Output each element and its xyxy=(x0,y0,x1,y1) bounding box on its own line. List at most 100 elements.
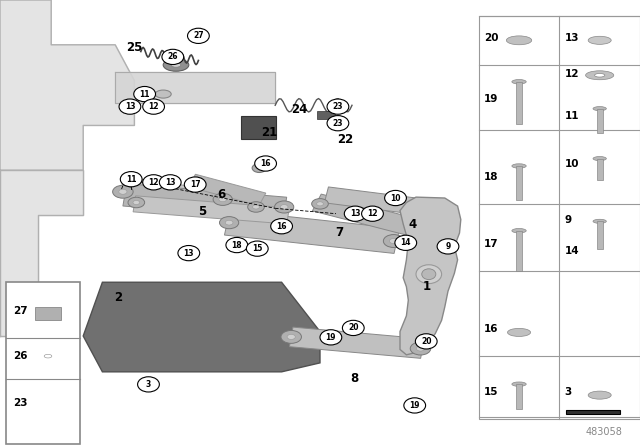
Circle shape xyxy=(226,237,248,253)
Text: 21: 21 xyxy=(260,125,277,139)
Polygon shape xyxy=(119,177,271,217)
Text: 13: 13 xyxy=(350,209,360,218)
Ellipse shape xyxy=(287,334,295,340)
Ellipse shape xyxy=(593,156,606,161)
Bar xyxy=(479,16,640,419)
Text: 15: 15 xyxy=(252,244,262,253)
Polygon shape xyxy=(0,170,83,336)
Bar xyxy=(596,108,603,134)
Text: 19: 19 xyxy=(484,94,498,103)
Circle shape xyxy=(143,175,164,190)
Ellipse shape xyxy=(213,193,232,205)
Ellipse shape xyxy=(588,391,611,399)
Polygon shape xyxy=(123,184,287,220)
Ellipse shape xyxy=(410,342,431,355)
Text: 16: 16 xyxy=(484,324,499,334)
Ellipse shape xyxy=(593,107,606,111)
Ellipse shape xyxy=(220,216,239,228)
Circle shape xyxy=(327,116,349,131)
Text: 12: 12 xyxy=(564,69,579,79)
Ellipse shape xyxy=(586,71,614,80)
Ellipse shape xyxy=(383,235,404,247)
Text: 19: 19 xyxy=(410,401,420,410)
Text: 12: 12 xyxy=(367,209,378,218)
Text: 5: 5 xyxy=(198,205,206,219)
Bar xyxy=(241,116,276,139)
Polygon shape xyxy=(83,282,320,372)
Circle shape xyxy=(415,334,437,349)
Text: 9: 9 xyxy=(564,215,572,224)
Circle shape xyxy=(395,235,417,250)
Circle shape xyxy=(134,86,156,102)
Circle shape xyxy=(385,190,406,206)
Circle shape xyxy=(342,320,364,336)
Circle shape xyxy=(159,175,181,190)
Text: 27: 27 xyxy=(193,31,204,40)
Text: 26: 26 xyxy=(13,351,28,361)
Polygon shape xyxy=(400,197,461,355)
Ellipse shape xyxy=(595,73,605,77)
Circle shape xyxy=(138,377,159,392)
Polygon shape xyxy=(0,0,134,170)
Circle shape xyxy=(178,246,200,261)
Text: 11: 11 xyxy=(564,112,579,121)
Text: 17: 17 xyxy=(484,239,499,249)
Ellipse shape xyxy=(133,200,140,205)
Bar xyxy=(6,282,80,444)
Text: 14: 14 xyxy=(401,238,411,247)
Circle shape xyxy=(188,28,209,43)
Text: 483058: 483058 xyxy=(585,427,622,437)
Ellipse shape xyxy=(593,219,606,224)
Text: 13: 13 xyxy=(184,249,194,258)
Ellipse shape xyxy=(248,202,264,212)
Text: 16: 16 xyxy=(260,159,271,168)
Text: 26: 26 xyxy=(168,52,178,61)
Text: 25: 25 xyxy=(126,40,143,54)
Ellipse shape xyxy=(119,189,127,194)
Circle shape xyxy=(344,206,366,221)
Ellipse shape xyxy=(506,36,532,45)
Text: 10: 10 xyxy=(390,194,401,202)
Ellipse shape xyxy=(128,197,145,208)
Ellipse shape xyxy=(422,269,436,280)
Circle shape xyxy=(437,239,459,254)
Ellipse shape xyxy=(512,80,526,84)
Circle shape xyxy=(327,99,349,114)
Text: 3: 3 xyxy=(564,387,572,397)
Polygon shape xyxy=(312,194,440,241)
Ellipse shape xyxy=(508,328,531,336)
Ellipse shape xyxy=(280,205,288,209)
Circle shape xyxy=(120,172,142,187)
Text: 23: 23 xyxy=(13,398,28,408)
Polygon shape xyxy=(289,327,424,358)
Ellipse shape xyxy=(172,63,181,67)
Text: 14: 14 xyxy=(564,246,579,256)
Ellipse shape xyxy=(275,201,294,213)
Bar xyxy=(516,82,522,124)
Text: 23: 23 xyxy=(333,102,343,111)
Ellipse shape xyxy=(113,185,133,198)
Text: 10: 10 xyxy=(564,159,579,168)
Ellipse shape xyxy=(312,198,328,209)
Circle shape xyxy=(162,49,184,65)
Circle shape xyxy=(255,156,276,171)
Text: 9: 9 xyxy=(445,242,451,251)
Text: 17: 17 xyxy=(190,180,200,189)
Ellipse shape xyxy=(512,164,526,168)
Text: 1: 1 xyxy=(423,280,431,293)
Text: 22: 22 xyxy=(337,133,354,146)
Bar xyxy=(35,307,61,320)
Text: 18: 18 xyxy=(232,241,242,250)
Text: 11: 11 xyxy=(126,175,136,184)
Circle shape xyxy=(320,330,342,345)
Circle shape xyxy=(271,219,292,234)
Bar xyxy=(317,111,335,119)
Text: 12: 12 xyxy=(148,178,159,187)
Ellipse shape xyxy=(219,197,227,202)
Ellipse shape xyxy=(252,164,266,172)
Text: 2: 2 xyxy=(114,291,122,305)
Text: 19: 19 xyxy=(326,333,336,342)
Text: 20: 20 xyxy=(348,323,358,332)
Polygon shape xyxy=(115,72,275,103)
Text: 8: 8 xyxy=(350,372,358,385)
